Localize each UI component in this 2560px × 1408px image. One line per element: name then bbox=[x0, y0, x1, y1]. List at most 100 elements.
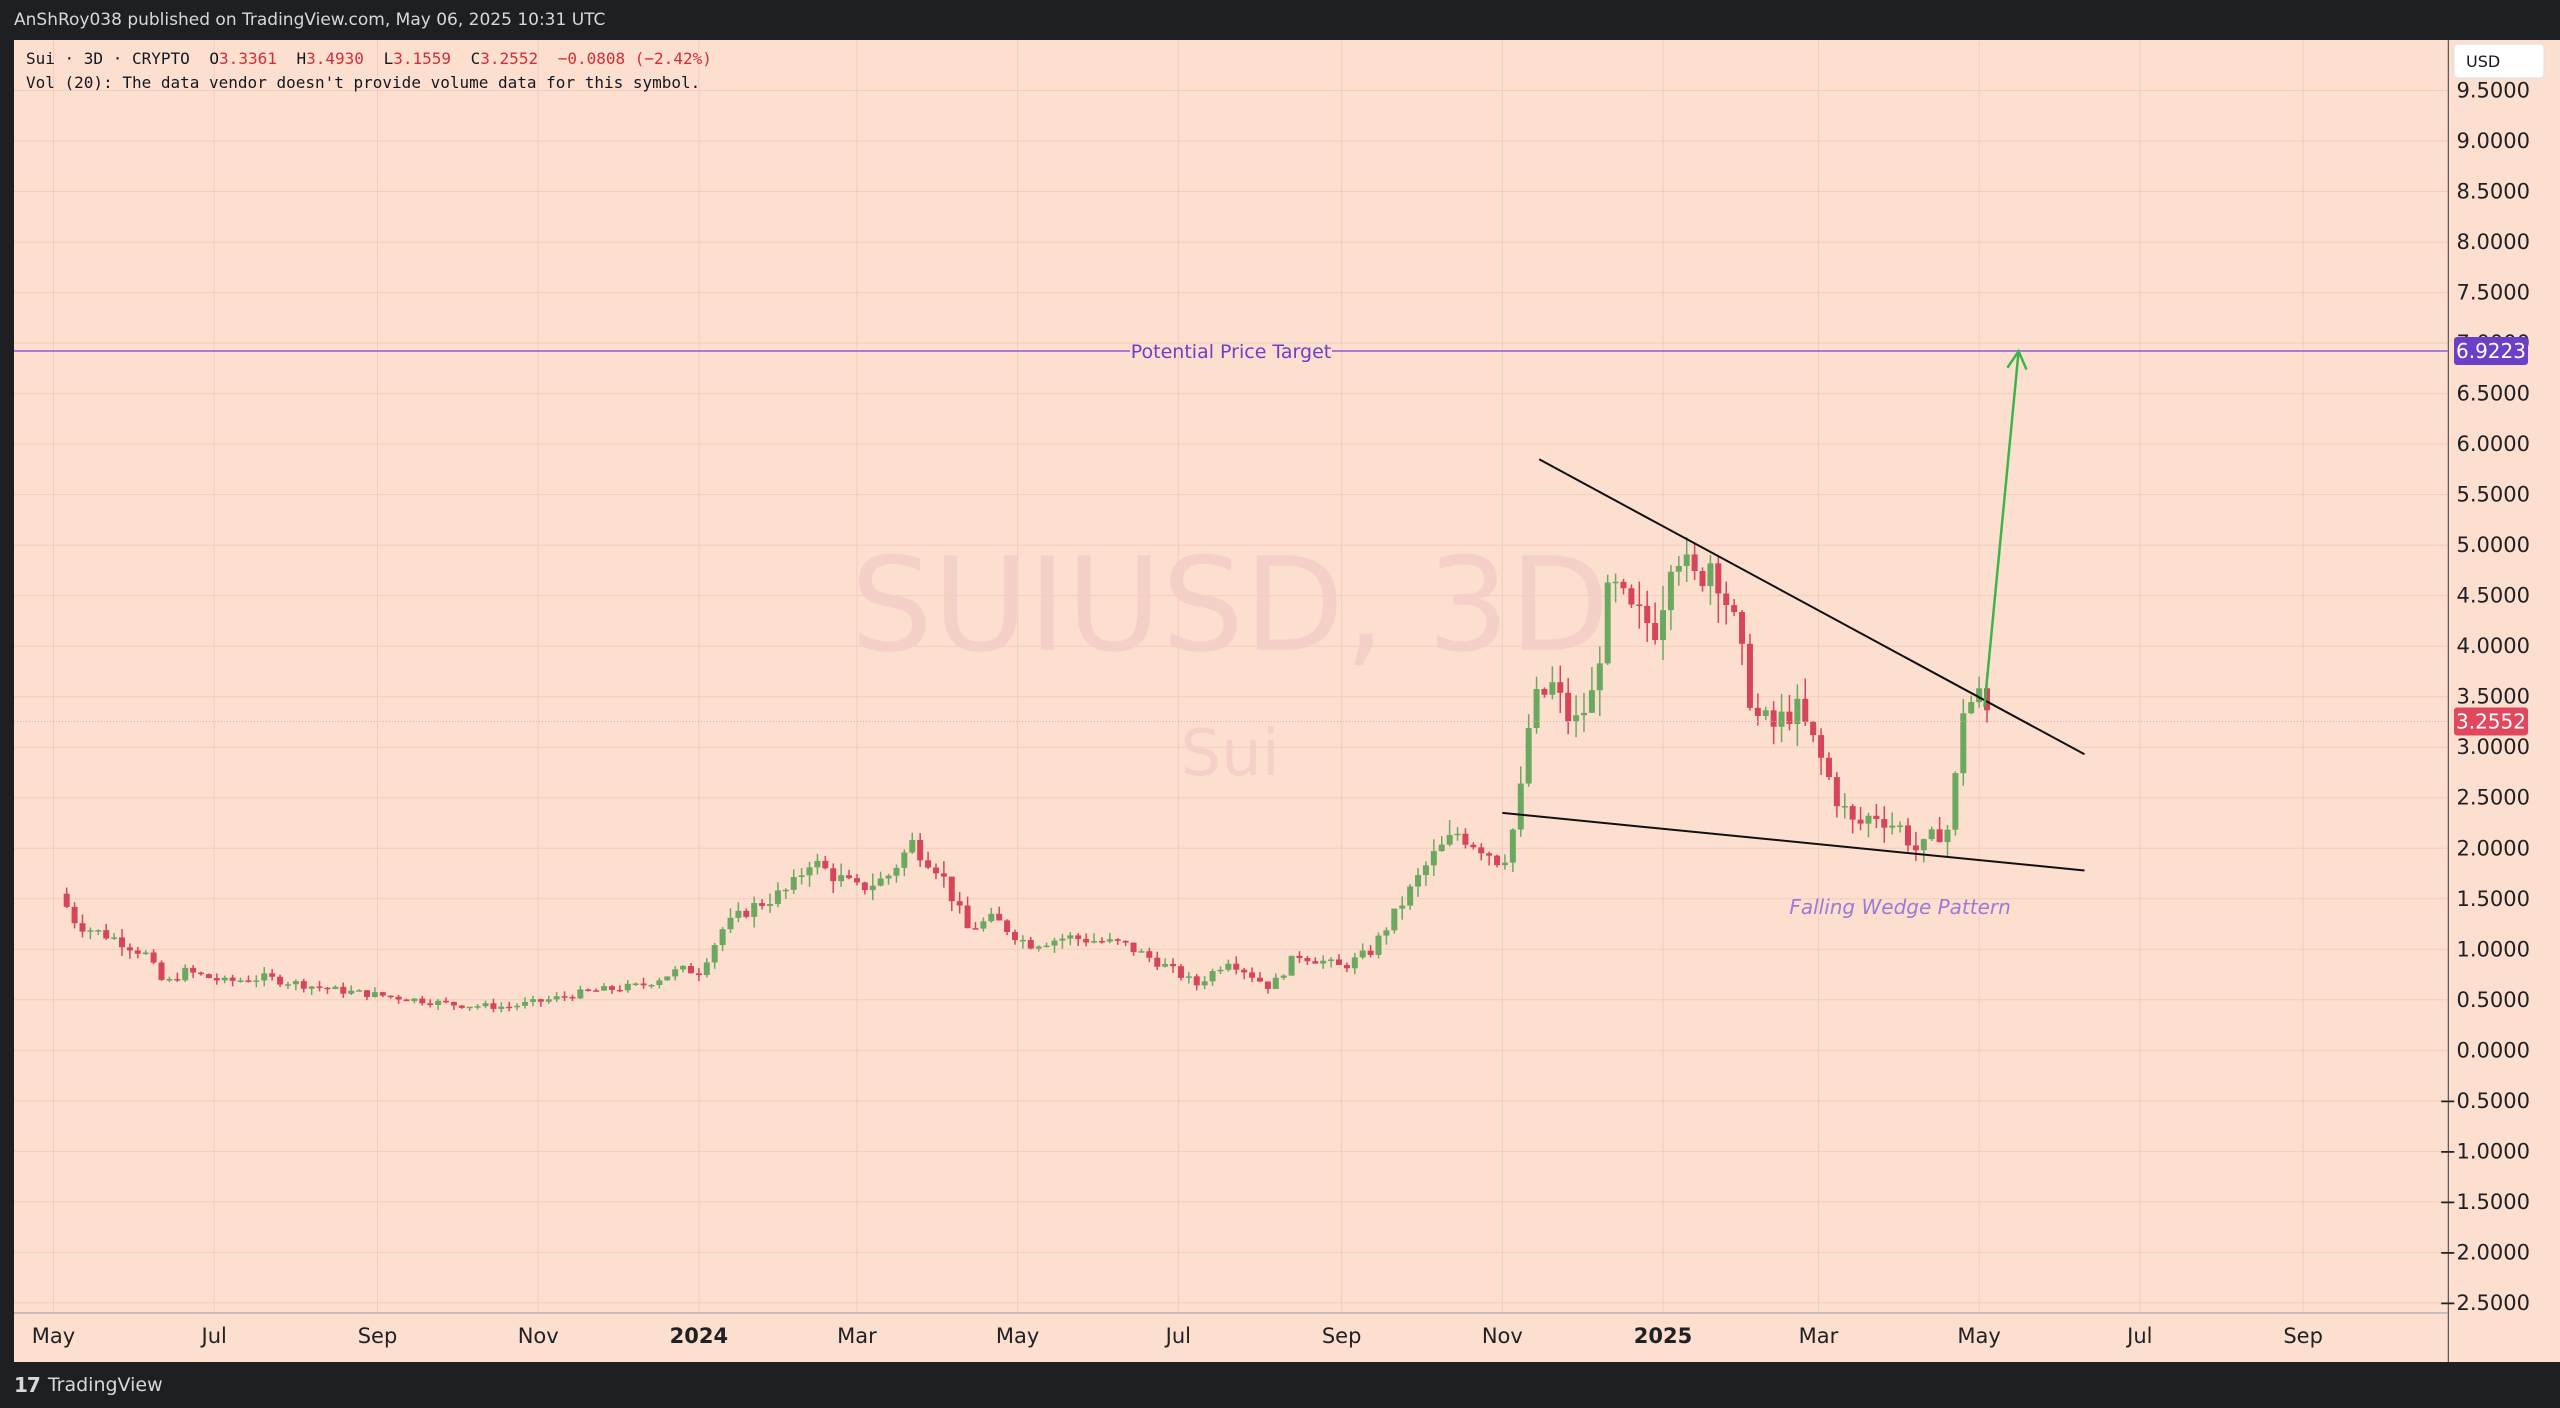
candle-body bbox=[1541, 689, 1548, 695]
legend-symbol: Sui · 3D · CRYPTO bbox=[26, 49, 190, 68]
candle-body bbox=[490, 1003, 497, 1009]
candle-body bbox=[1810, 721, 1817, 736]
legend-low-label: L bbox=[384, 49, 394, 68]
y-tick-label: −1.0000 bbox=[2439, 1139, 2530, 1163]
candle-body bbox=[1723, 593, 1730, 606]
candle-body bbox=[387, 995, 394, 998]
candle-body bbox=[1912, 845, 1919, 851]
candle-body bbox=[458, 1005, 465, 1008]
candle-body bbox=[134, 950, 141, 954]
candle-body bbox=[632, 983, 639, 986]
currency-selector[interactable]: USD bbox=[2453, 43, 2545, 79]
candle-body bbox=[561, 996, 568, 998]
candle-body bbox=[166, 978, 173, 981]
candle-body bbox=[348, 990, 355, 994]
last-price-badge-label: 3.2552 bbox=[2456, 709, 2526, 733]
candle-body bbox=[711, 945, 718, 963]
candle-body bbox=[427, 1003, 434, 1005]
candle-body bbox=[158, 962, 165, 980]
candle-body bbox=[956, 901, 963, 906]
y-tick-label: 0.0000 bbox=[2457, 1038, 2530, 1062]
candle-body bbox=[71, 906, 78, 924]
candle-body bbox=[1683, 554, 1690, 566]
candle-body bbox=[1296, 955, 1303, 959]
candle-body bbox=[1652, 623, 1659, 641]
candle-body bbox=[1794, 698, 1801, 725]
candle-body bbox=[1873, 815, 1880, 820]
candle-body bbox=[1193, 976, 1200, 986]
price-axis[interactable]: 9.5000 9.0000 8.5000 8.0000 7.5000 6.5000 6.00… bbox=[2439, 79, 2530, 1315]
candle-body bbox=[853, 878, 860, 883]
candle-body bbox=[1422, 865, 1429, 876]
candle-body bbox=[1509, 829, 1516, 863]
y-tick-label: −0.5000 bbox=[2439, 1089, 2530, 1113]
candle-body bbox=[1731, 605, 1738, 613]
candle-body bbox=[482, 1003, 489, 1007]
candle-body bbox=[111, 937, 118, 939]
candle-body bbox=[1217, 969, 1224, 972]
candle-body bbox=[1320, 960, 1327, 964]
candle-body bbox=[593, 990, 600, 992]
candle-body bbox=[1612, 581, 1619, 584]
candle-body bbox=[213, 978, 220, 981]
drawings[interactable]: Potential Price Target Falling Wedge Patt… bbox=[14, 341, 2448, 919]
candle-body bbox=[1399, 905, 1406, 909]
candle-body bbox=[1778, 711, 1785, 727]
candle-body bbox=[1754, 707, 1761, 716]
candle-body bbox=[917, 840, 924, 861]
legend-low-value: 3.1559 bbox=[393, 49, 451, 68]
candle-body bbox=[996, 913, 1003, 921]
candle-body bbox=[190, 967, 197, 973]
candle-body bbox=[237, 980, 244, 982]
candle-body bbox=[1952, 773, 1959, 830]
candle-body bbox=[1762, 710, 1769, 716]
candle-body bbox=[1438, 844, 1445, 852]
tradingview-logo-icon[interactable]: 17 bbox=[14, 1373, 41, 1397]
x-tick-label: May bbox=[32, 1324, 75, 1348]
candle-body bbox=[356, 990, 363, 992]
candle-body bbox=[1272, 977, 1279, 989]
candle-body bbox=[687, 965, 694, 974]
candle-body bbox=[877, 878, 884, 886]
candle-body bbox=[522, 1001, 529, 1006]
time-axis[interactable]: May Jul Sep Nov 2024 Mar May Jul Sep Nov 2025 Mar Ma… bbox=[32, 1324, 2323, 1348]
candle-body bbox=[1375, 935, 1382, 955]
candle-body bbox=[332, 986, 339, 990]
candle-body bbox=[1825, 757, 1832, 778]
candle-body bbox=[253, 980, 260, 982]
candle-body bbox=[1889, 825, 1896, 828]
y-tick-label: 4.5000 bbox=[2457, 584, 2530, 608]
upper-trendline bbox=[1538, 458, 2085, 756]
watermark-name: Sui bbox=[1181, 717, 1280, 791]
candle-body bbox=[1857, 819, 1864, 824]
candle-body bbox=[1501, 862, 1508, 866]
candle-body bbox=[1154, 957, 1161, 967]
chart-area[interactable]: SUIUSD, 3D Sui Potential Price Target Fal… bbox=[0, 0, 2560, 1362]
candle-body bbox=[1430, 851, 1437, 866]
projection-arrow-head bbox=[2006, 348, 2028, 371]
candle-body bbox=[324, 987, 331, 990]
x-tick-label: May bbox=[996, 1324, 1039, 1348]
candle-body bbox=[316, 986, 323, 988]
price-axis-background[interactable] bbox=[2449, 40, 2560, 1362]
candle-body bbox=[672, 969, 679, 977]
candle-body bbox=[648, 984, 655, 987]
candle-body bbox=[498, 1006, 505, 1009]
x-tick-label: Jul bbox=[2125, 1324, 2152, 1348]
candle-body bbox=[1644, 605, 1651, 624]
candle-body bbox=[1209, 971, 1216, 982]
candle-body bbox=[292, 981, 299, 985]
legend-high-value: 3.4930 bbox=[306, 49, 364, 68]
brand-name[interactable]: TradingView bbox=[47, 1374, 163, 1396]
candle-body bbox=[1525, 727, 1532, 784]
target-price-badge-label: 6.9223 bbox=[2456, 339, 2526, 363]
candle-body bbox=[1904, 825, 1911, 846]
candle-body bbox=[838, 875, 845, 882]
candle-body bbox=[727, 917, 734, 930]
x-tick-label: Mar bbox=[1799, 1324, 1839, 1348]
candle-body bbox=[1051, 940, 1058, 946]
candle-body bbox=[909, 840, 916, 853]
candle-body bbox=[608, 986, 615, 990]
candle-body bbox=[1691, 554, 1698, 572]
candle-body bbox=[1011, 931, 1018, 941]
